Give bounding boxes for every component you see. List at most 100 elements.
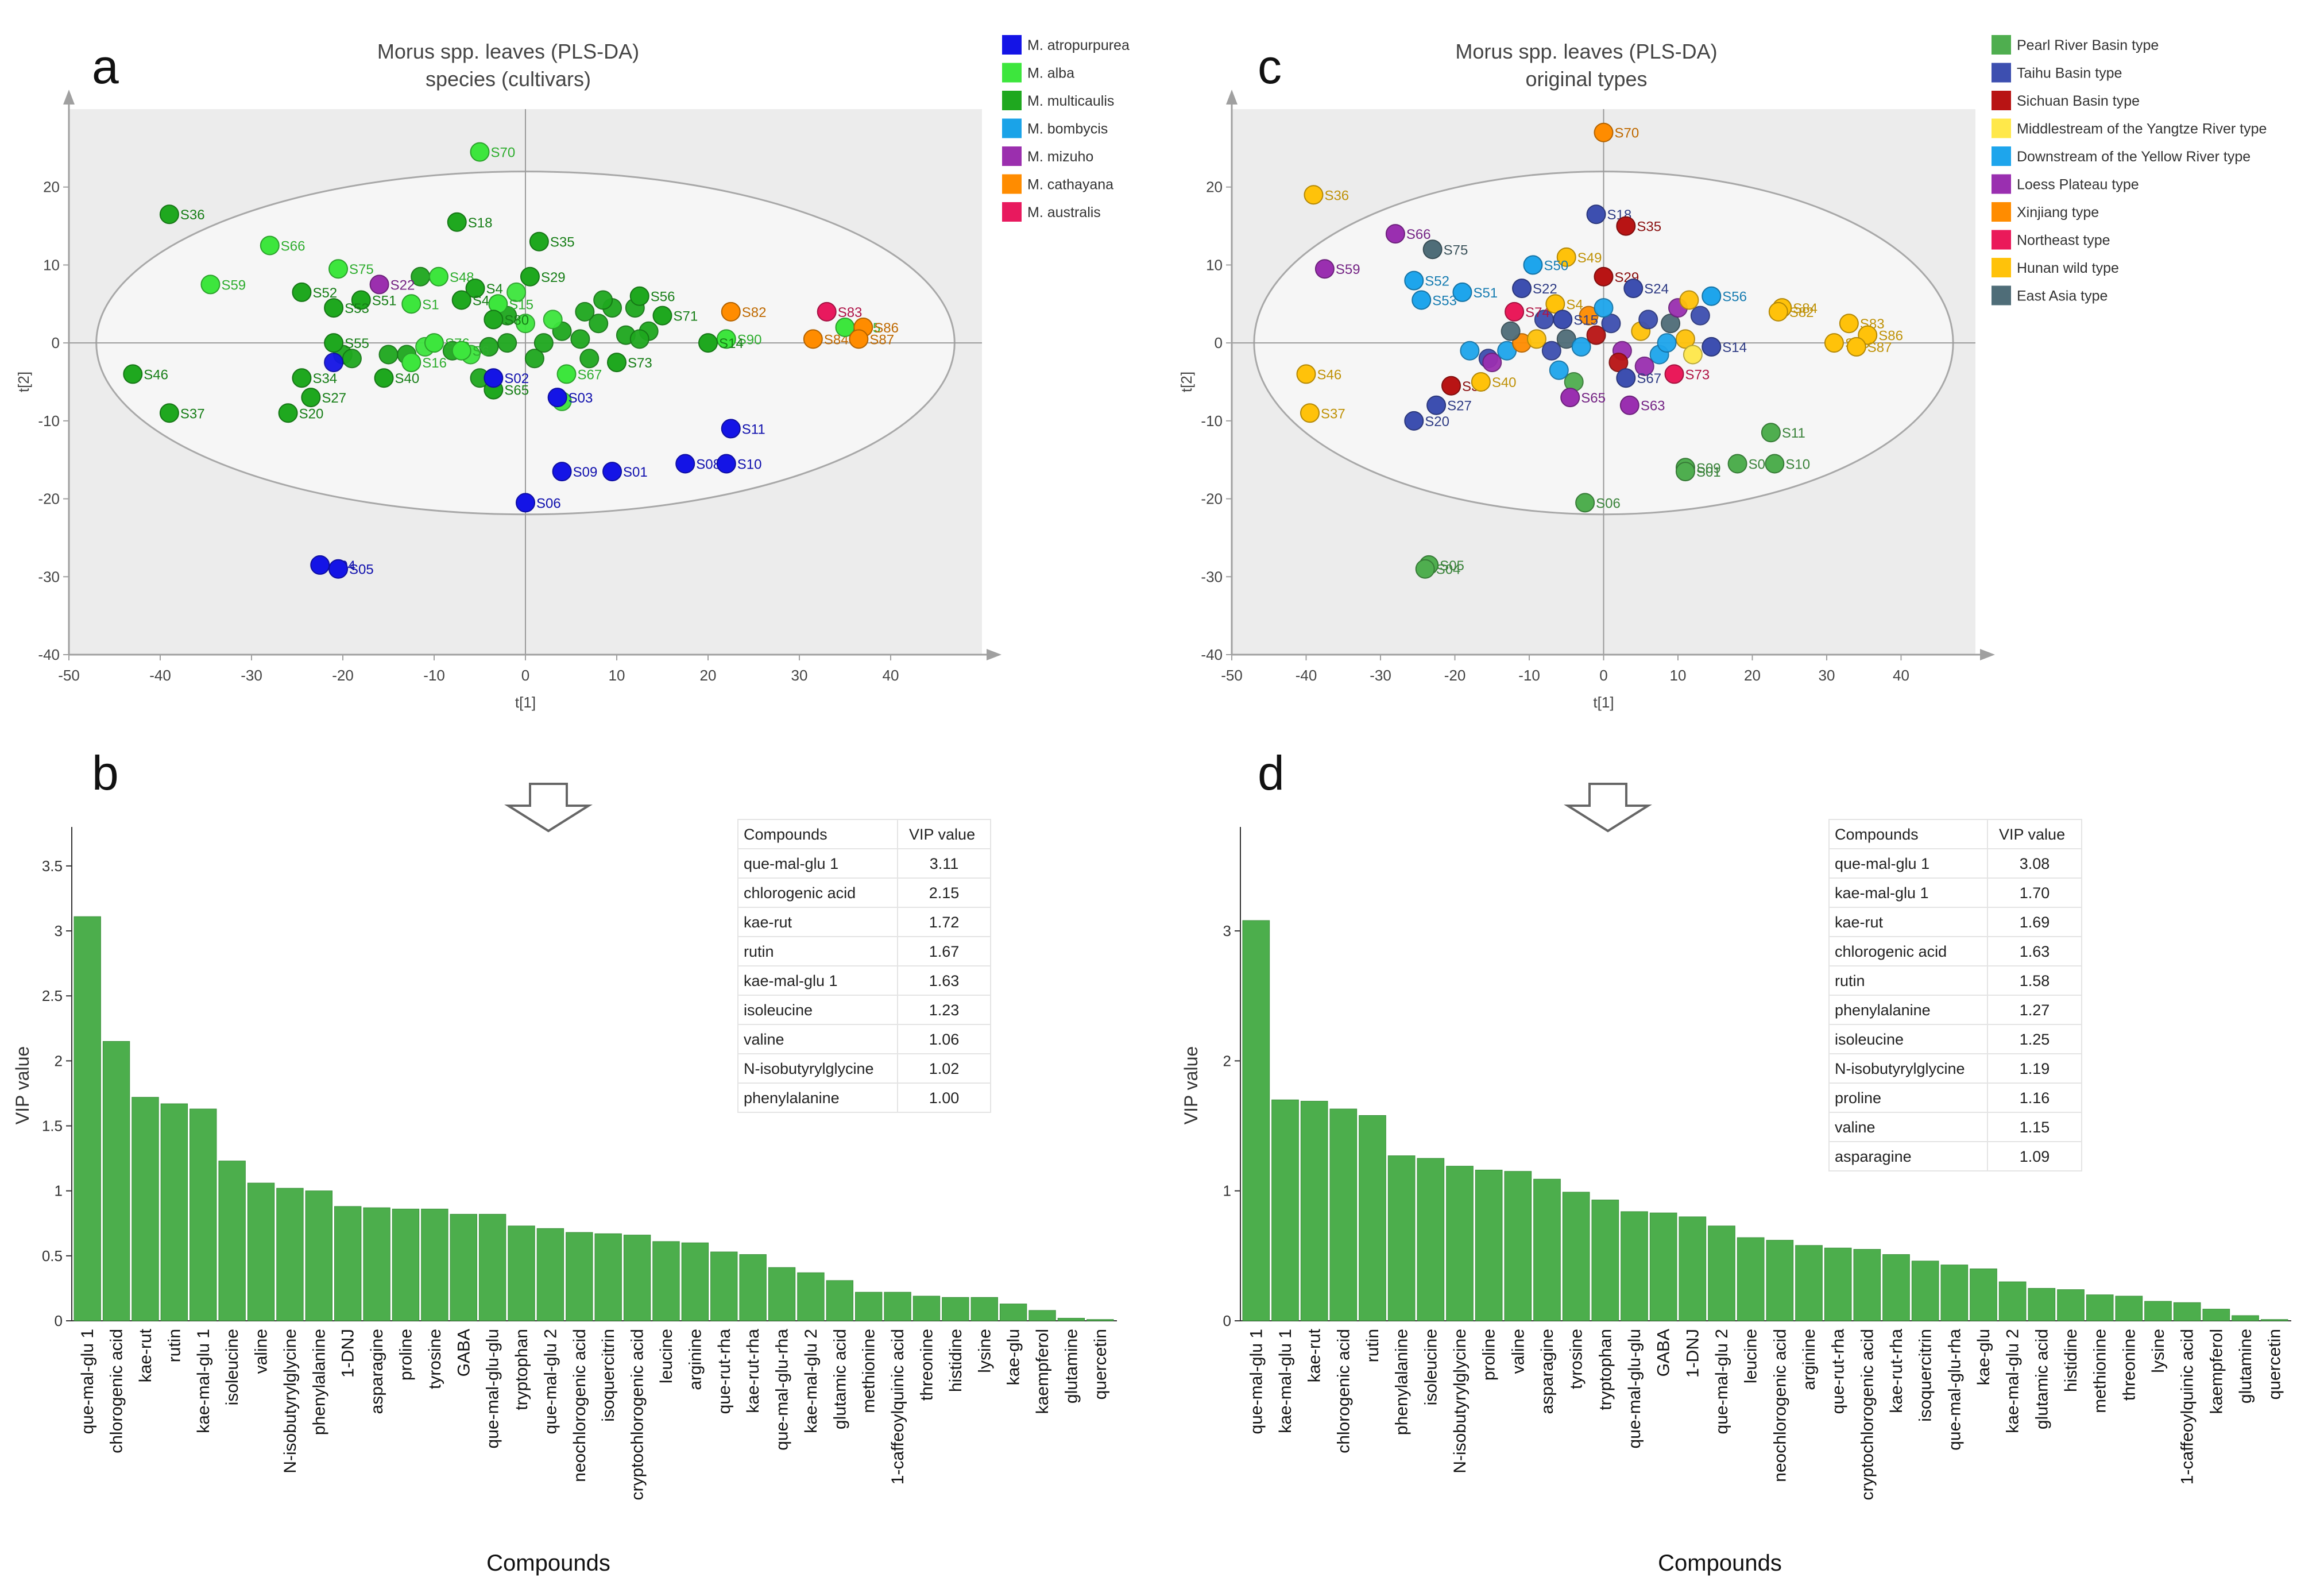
category-label: que-mal-glu 1	[78, 1329, 97, 1434]
point-label: S01	[623, 465, 648, 480]
point-label: S67	[1637, 371, 1661, 386]
category-label: N-isobutyrylglycine	[1451, 1329, 1470, 1474]
category-label: phenylalanine	[1393, 1329, 1412, 1435]
bar	[1300, 1101, 1328, 1321]
data-point-s02	[484, 368, 504, 388]
x-tick-label: -10	[423, 667, 445, 684]
point-label: S46	[1317, 367, 1342, 382]
category-label: glutamic acid	[830, 1329, 849, 1429]
y-tick-label: 3.5	[42, 857, 63, 875]
category-label: asparagine	[368, 1329, 386, 1414]
point-label: S16	[422, 355, 447, 371]
y-tick-label: 0.5	[42, 1247, 63, 1265]
point-label: S37	[1321, 406, 1345, 422]
data-point-s11	[1761, 423, 1781, 443]
table-cell-vip: 1.72	[929, 914, 960, 931]
table-cell-vip: 1.63	[2020, 943, 2050, 960]
data-point-s48	[428, 266, 448, 287]
data-point-s36	[159, 204, 179, 225]
bar	[1911, 1261, 1939, 1321]
category-label: lysine	[975, 1329, 994, 1373]
data-point-s71	[652, 306, 672, 326]
data-point	[1690, 306, 1710, 326]
data-point	[1594, 298, 1614, 318]
bar	[1446, 1166, 1474, 1321]
category-label: threonine	[2120, 1329, 2139, 1401]
point-label: S56	[651, 289, 675, 305]
data-point-s29	[520, 266, 540, 287]
data-point-s90	[716, 329, 736, 349]
table-cell-compound: phenylalanine	[1835, 1002, 1931, 1019]
point-label: S59	[1336, 262, 1360, 277]
category-label: rutin	[1363, 1329, 1382, 1362]
data-point-s87	[849, 329, 869, 349]
legend-swatch	[1002, 35, 1022, 55]
table-cell-compound: isoleucine	[1835, 1031, 1904, 1048]
table-cell-vip: 1.67	[929, 943, 960, 960]
category-label: que-mal-glu 2	[541, 1329, 560, 1434]
data-point-s80	[484, 310, 504, 330]
bar	[797, 1272, 825, 1321]
point-label: S04	[1436, 562, 1461, 578]
bar	[710, 1251, 738, 1321]
data-point	[378, 345, 399, 365]
table-cell-compound: que-mal-glu 1	[1835, 855, 1929, 872]
point-label: S14	[1722, 340, 1747, 355]
data-point-s22	[369, 274, 389, 295]
bar-panel-b: 0 0.5 1 1.5 2 2.5 3 3.5 que-mal-glu 1 chlorogenic…	[12, 746, 1117, 1576]
point-label: S73	[628, 355, 652, 371]
data-point-s14	[1702, 337, 1722, 357]
table-cell-compound: chlorogenic acid	[744, 884, 856, 902]
table-cell-compound: kae-mal-glu 1	[744, 972, 838, 989]
bar	[1708, 1225, 1735, 1321]
bar	[102, 1041, 130, 1321]
category-label: isoquercitrin	[1916, 1329, 1935, 1422]
bar	[2028, 1287, 2056, 1321]
legend-swatch	[1992, 174, 2011, 194]
table-cell-vip: 1.23	[929, 1002, 960, 1019]
table-cell-compound: N-isobutyrylglycine	[744, 1060, 874, 1077]
point-label: S63	[1641, 399, 1665, 414]
legend-swatch	[1992, 63, 2011, 83]
bar	[2202, 1309, 2230, 1321]
bar	[942, 1297, 969, 1321]
table-cell-vip: 1.58	[2020, 972, 2050, 989]
category-label: kae-mal-glu 1	[1276, 1329, 1295, 1433]
y-tick-label: -10	[38, 412, 60, 430]
category-label: kae-glu	[1004, 1329, 1023, 1385]
category-label: que-mal-glu-rha	[1945, 1329, 1964, 1451]
data-point-s74	[1505, 301, 1525, 322]
data-point-s67	[556, 364, 577, 384]
category-label: 1-DNJ	[1683, 1329, 1702, 1378]
category-label: methionine	[860, 1329, 879, 1413]
data-point-s08	[675, 454, 695, 474]
legend-swatch	[1992, 258, 2011, 277]
point-label: S4	[1566, 297, 1583, 312]
chart-subtitle: original types	[1525, 67, 1647, 91]
bar	[1679, 1216, 1707, 1321]
data-point	[1501, 321, 1521, 341]
bar	[334, 1206, 362, 1321]
data-point-s53	[1412, 290, 1432, 310]
data-point-s73	[1664, 364, 1684, 384]
table-cell-vip: 3.11	[930, 855, 959, 872]
point-label: S09	[573, 465, 598, 480]
data-point-s70	[1594, 122, 1614, 142]
category-label: N-isobutyrylglycine	[281, 1329, 300, 1474]
bar	[1998, 1281, 2027, 1321]
category-label: arginine	[686, 1329, 705, 1390]
bar	[190, 1108, 217, 1321]
bar	[132, 1097, 159, 1321]
x-tick-label: 20	[1744, 667, 1761, 684]
legend-swatch	[1002, 174, 1022, 194]
x-tick-label: 10	[1670, 667, 1687, 684]
table-cell-compound: rutin	[1835, 972, 1865, 989]
point-label: S56	[1722, 289, 1747, 305]
x-tick-label: 30	[1819, 667, 1835, 684]
point-label: S08	[696, 457, 721, 473]
table-cell-vip: 1.27	[2020, 1002, 2050, 1019]
point-label: S52	[1425, 274, 1449, 289]
table-cell-vip: 1.15	[2020, 1119, 2050, 1136]
category-label: rutin	[165, 1329, 184, 1362]
point-label: S40	[395, 371, 420, 386]
